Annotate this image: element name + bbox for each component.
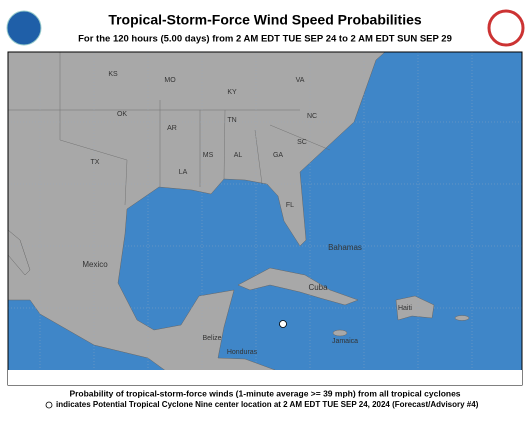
place-label: MO [164,77,176,84]
footer-line: indicates Potential Tropical Cyclone Nin… [56,400,479,409]
noaa-logo [6,10,42,46]
jamaica [332,329,348,337]
place-label: Bahamas [328,243,362,252]
land [8,52,386,370]
storm-center [279,320,287,328]
cuba [237,267,359,306]
place-label: Jamaica [332,338,358,345]
place-label: FL [286,202,294,209]
nws-logo [487,9,525,47]
place-label: OK [117,111,127,118]
lon-strip [8,370,522,385]
place-label: SC [297,139,307,146]
borders [8,52,331,206]
place-label: KY [227,89,237,96]
place-label: Cuba [308,283,328,292]
place-label: GA [273,152,283,159]
place-label: VA [296,77,305,84]
center-symbol [45,401,53,409]
place-label: MS [203,152,214,159]
hispaniola [395,295,435,321]
place-label: NC [307,113,317,120]
place-label: TN [227,117,236,124]
footer-line: Probability of tropical-storm-force wind… [69,388,460,398]
place-label: Mexico [82,260,108,269]
puerto-rico [454,315,470,321]
map: KS MO KY VA OK AR TN NC SC TX MS AL GA L… [8,52,522,370]
place-label: KS [108,71,118,78]
place-label: AL [234,152,243,159]
baja [8,229,31,276]
place-label: Honduras [227,349,258,356]
place-label: Haiti [398,305,412,312]
place-label: AR [167,125,177,132]
place-label: TX [91,159,100,166]
place-label: LA [179,169,188,176]
place-label: Belize [202,335,221,342]
subtitle: For the 120 hours (5.00 days) from 2 AM … [78,34,452,45]
graticule [8,52,522,370]
title: Tropical-Storm-Force Wind Speed Probabil… [108,12,422,28]
